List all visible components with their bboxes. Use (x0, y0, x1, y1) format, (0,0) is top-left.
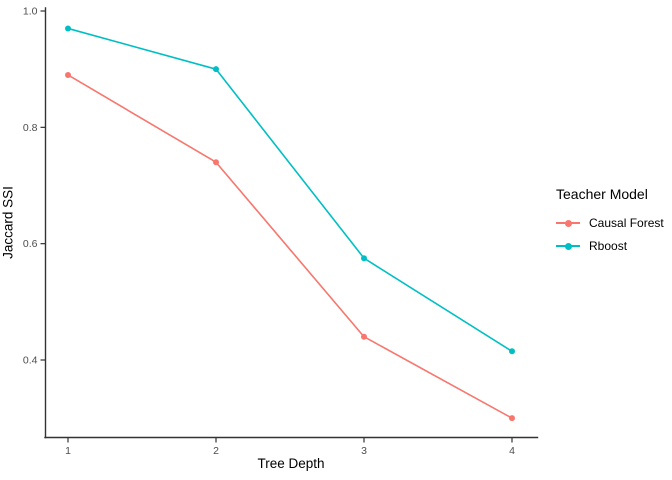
y-tick-label: 0.4 (23, 355, 38, 367)
x-tick-label: 2 (213, 445, 219, 457)
series-rboost (65, 25, 515, 355)
legend-item-rboost: Rboost (556, 239, 664, 253)
data-point-rboost (509, 348, 515, 355)
x-axis-ticks: 1 2 3 4 (65, 437, 515, 457)
legend-key-icon (556, 218, 580, 228)
y-tick-label: 1.0 (23, 6, 38, 18)
legend: Teacher Model Causal Forest Rboost (556, 186, 664, 262)
data-point-causal-forest (361, 333, 367, 340)
data-point-rboost (65, 25, 71, 32)
legend-title: Teacher Model (556, 186, 648, 202)
y-axis-title: Jaccard SSI (0, 186, 16, 259)
x-tick-label: 1 (65, 445, 71, 457)
y-tick-label: 0.6 (23, 238, 38, 250)
data-point-rboost (213, 66, 219, 73)
y-tick-label: 0.8 (23, 122, 38, 134)
legend-item-causal-forest: Causal Forest (556, 216, 664, 230)
series-line-causal-forest (67, 74, 513, 419)
x-tick-label: 3 (361, 445, 367, 457)
axes (44, 7, 539, 439)
data-point-causal-forest (65, 71, 71, 78)
legend-item-label: Causal Forest (589, 216, 664, 230)
data-point-rboost (361, 255, 367, 262)
legend-item-label: Rboost (589, 239, 628, 253)
legend-key-icon (556, 241, 580, 251)
series-causal-forest (65, 71, 515, 422)
x-axis-title: Tree Depth (257, 456, 325, 471)
legend-items: Causal Forest Rboost (556, 216, 664, 253)
series-line-rboost (67, 27, 513, 352)
y-axis-ticks: 0.4 0.6 0.8 1.0 (23, 6, 46, 367)
data-point-causal-forest (213, 159, 219, 166)
data-point-causal-forest (509, 415, 515, 422)
x-tick-label: 4 (509, 445, 515, 457)
